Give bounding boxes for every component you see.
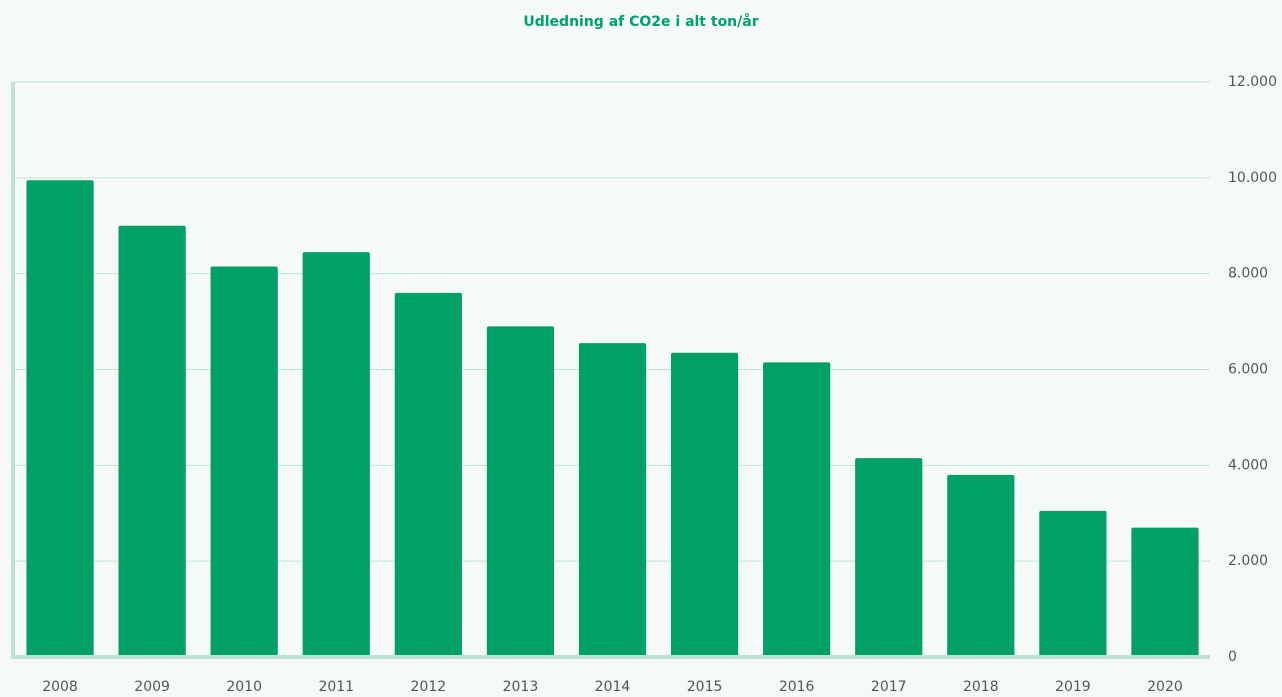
y-tick-label: 8.000	[1228, 266, 1268, 282]
y-tick-label: 4.000	[1228, 457, 1268, 473]
bar	[1131, 527, 1199, 657]
x-tick-label: 2013	[503, 679, 539, 695]
bar	[670, 352, 739, 657]
x-tick-label: 2017	[871, 679, 907, 695]
y-tick-label: 2.000	[1228, 553, 1268, 569]
bar	[118, 225, 186, 657]
x-tick-label: 2012	[411, 679, 447, 695]
y-tick-label: 6.000	[1228, 362, 1268, 378]
x-tick-label: 2008	[42, 679, 78, 695]
bar	[302, 252, 370, 657]
x-tick-label: 2010	[226, 679, 262, 695]
bar	[1039, 510, 1107, 657]
x-tick-label: 2019	[1055, 679, 1091, 695]
bar	[394, 292, 462, 657]
chart-title: Udledning af CO2e i alt ton/år	[523, 13, 758, 30]
bar	[947, 474, 1015, 657]
y-tick-label: 12.000	[1228, 74, 1277, 90]
bar	[578, 343, 647, 657]
y-tick-label: 10.000	[1228, 170, 1277, 186]
bar	[763, 362, 831, 657]
x-tick-label: 2018	[963, 679, 999, 695]
bar	[210, 266, 278, 657]
x-tick-label: 2009	[134, 679, 170, 695]
x-tick-label: 2011	[318, 679, 354, 695]
bar	[486, 326, 555, 657]
bar	[26, 180, 94, 657]
x-tick-label: 2016	[779, 679, 815, 695]
x-tick-label: 2020	[1147, 679, 1183, 695]
x-tick-label: 2014	[595, 679, 631, 695]
bar	[855, 458, 923, 657]
y-tick-label: 0	[1228, 649, 1237, 665]
x-tick-label: 2015	[687, 679, 723, 695]
